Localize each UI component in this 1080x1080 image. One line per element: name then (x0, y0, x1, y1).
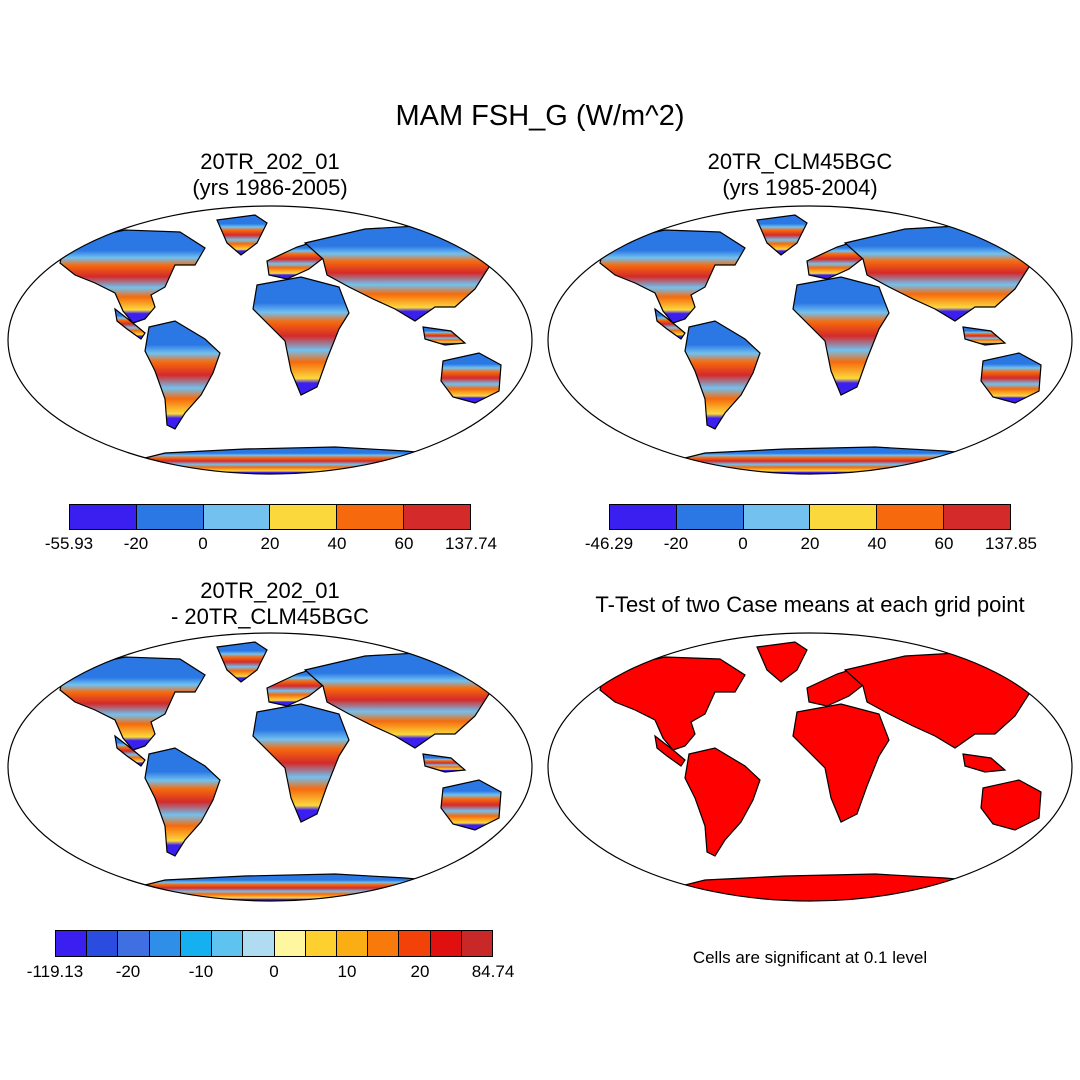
significance-note: Cells are significant at 0.1 level (692, 948, 928, 967)
panel-1-title: 20TR_202_01 (yrs 1986-2005) (192, 149, 348, 200)
colorbar-swatch (56, 931, 88, 956)
panel-3-colorbar (55, 930, 493, 957)
panel-1-colorbar (69, 504, 471, 530)
colorbar-tick-label: 20 (800, 534, 820, 553)
colorbar-tick-label: 0 (198, 534, 208, 553)
colorbar-tick-label: 0 (269, 962, 279, 981)
panel-1-map (5, 203, 535, 478)
colorbar-tick-label: 40 (867, 534, 887, 553)
colorbar-tick-label: -55.93 (44, 534, 94, 553)
colorbar-tick-label: 10 (337, 962, 357, 981)
colorbar-tick-label: -20 (663, 534, 689, 553)
colorbar-tick-label: 20 (260, 534, 280, 553)
colorbar-swatch (270, 505, 338, 529)
panel-4-title: T-Test of two Case means at each grid po… (595, 592, 1025, 617)
colorbar-swatch (610, 505, 677, 529)
colorbar-swatch (243, 931, 275, 956)
colorbar-tick-label: 84.74 (471, 962, 515, 981)
colorbar-swatch (118, 931, 150, 956)
colorbar-swatch (180, 931, 213, 956)
colorbar-swatch (87, 931, 119, 956)
colorbar-tick-label: -20 (115, 962, 141, 981)
colorbar-swatch (305, 931, 337, 956)
colorbar-swatch (136, 505, 204, 529)
colorbar-tick-label: -10 (188, 962, 214, 981)
colorbar-tick-label: -46.29 (584, 534, 634, 553)
panel-2-colorbar (609, 504, 1011, 530)
colorbar-tick-label: 0 (738, 534, 748, 553)
colorbar-swatch (676, 505, 744, 529)
colorbar-tick-label: 137.74 (445, 534, 497, 553)
panel-2-map (545, 203, 1075, 478)
colorbar-swatch (461, 931, 493, 956)
panel-3-colorbar-labels: -119.13 -20 -10 0 10 20 84.74 (27, 962, 514, 982)
colorbar-tick-label: 60 (394, 534, 414, 553)
colorbar-swatch (430, 931, 462, 956)
colorbar-swatch (212, 931, 244, 956)
panel-3-map (5, 630, 535, 905)
colorbar-tick-label: 60 (934, 534, 954, 553)
colorbar-tick-label: -119.13 (26, 962, 84, 981)
colorbar-swatch (399, 931, 431, 956)
colorbar-tick-label: 137.85 (985, 534, 1037, 553)
panel-3-title: 20TR_202_01 - 20TR_CLM45BGC (170, 578, 370, 629)
colorbar-tick-label: 20 (410, 962, 430, 981)
colorbar-swatch (404, 505, 470, 529)
panel-1-colorbar-labels: -55.93 -20 0 20 40 60 137.74 (45, 534, 497, 554)
colorbar-swatch (337, 505, 405, 529)
figure-title: MAM FSH_G (W/m^2) (395, 100, 685, 132)
panel-4-map (545, 630, 1075, 905)
colorbar-swatch (368, 931, 400, 956)
colorbar-swatch (70, 505, 137, 529)
colorbar-tick-label: -20 (123, 534, 149, 553)
panel-2-title: 20TR_CLM45BGC (yrs 1985-2004) (707, 149, 893, 200)
colorbar-swatch (203, 505, 271, 529)
colorbar-swatch (274, 931, 306, 956)
colorbar-swatch (810, 505, 878, 529)
colorbar-swatch (336, 931, 369, 956)
colorbar-tick-label: 40 (327, 534, 347, 553)
colorbar-swatch (877, 505, 945, 529)
colorbar-swatch (743, 505, 811, 529)
colorbar-swatch (944, 505, 1010, 529)
panel-2-colorbar-labels: -46.29 -20 0 20 40 60 137.85 (585, 534, 1037, 554)
colorbar-swatch (149, 931, 181, 956)
